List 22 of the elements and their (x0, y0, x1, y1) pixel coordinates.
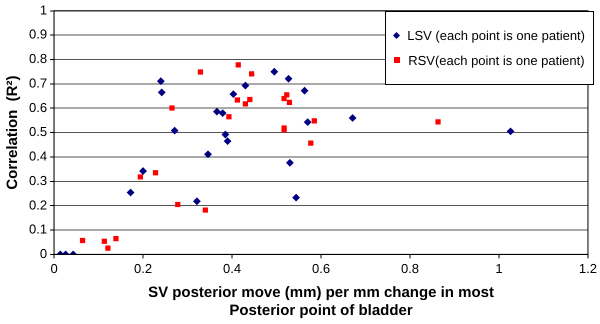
x-tick-label: 0 (50, 260, 58, 276)
y-tick-label: 0.9 (28, 26, 48, 42)
y-tick-label: 0.7 (28, 75, 48, 90)
y-tick-label: 0.8 (28, 51, 48, 66)
legend-label: RSV(each point is one patient) (408, 52, 585, 68)
y-tick-label: 0.1 (28, 222, 48, 237)
x-tick-label: 0.6 (312, 260, 330, 276)
y-tick-label: 0.3 (28, 172, 48, 188)
y-tick-label: 0.2 (28, 197, 48, 212)
y-tick-label: 0 (40, 246, 48, 261)
y-tick-label: 0.4 (28, 148, 48, 164)
y-tick-label: 0.6 (28, 100, 48, 115)
x-tick-label: 0.8 (400, 260, 420, 276)
x-tick-label: 1 (495, 260, 503, 276)
legend-label: LSV (each point is one patient) (407, 28, 585, 43)
x-tick-label: 0.4 (222, 260, 242, 276)
y-tick-label: 0.5 (28, 124, 48, 140)
x-tick-label: 0.2 (134, 260, 152, 276)
y-tick-label: 1 (40, 2, 48, 18)
x-axis-title: SV posterior move (mm) per mm change in most Posterior point of bladder (148, 284, 494, 320)
x-tick-label: 1.2 (578, 260, 598, 276)
y-axis-title: Correlation (R²) (4, 76, 22, 190)
